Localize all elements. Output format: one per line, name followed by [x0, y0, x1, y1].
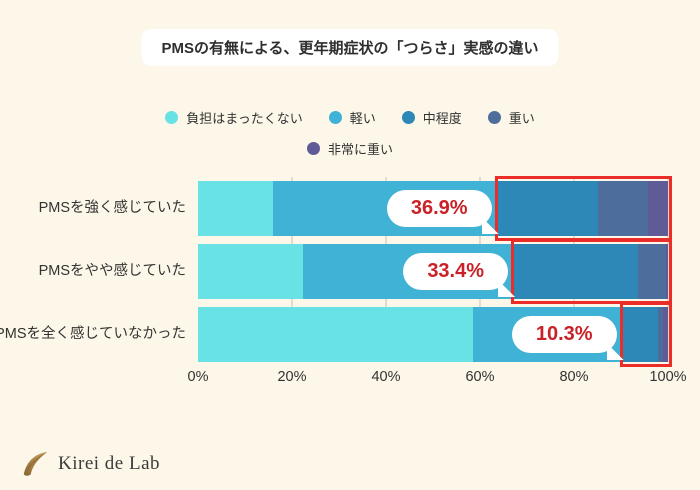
- legend-swatch: [306, 142, 320, 155]
- callout-value: 33.4%: [427, 260, 485, 282]
- legend-item: 負担はまったくない: [165, 108, 303, 127]
- category-label: PMSを全く感じていなかった: [0, 326, 186, 342]
- legend-row-0: 負担はまったくない 軽い 中程度 重い: [165, 108, 535, 127]
- bar-segment: [657, 307, 663, 362]
- x-tick-label: 80%: [559, 369, 589, 385]
- highlight-box: [494, 176, 672, 241]
- callout-bubble: 36.9%: [386, 190, 492, 227]
- callout-value: 10.3%: [535, 323, 593, 345]
- gridline: [667, 177, 669, 362]
- x-tick-label: 60%: [465, 369, 495, 385]
- highlight-box: [511, 239, 672, 304]
- bar-segment: [597, 181, 648, 236]
- bar-segment: [662, 307, 668, 362]
- highlight-box: [619, 302, 672, 367]
- callout-bubble: 33.4%: [403, 253, 509, 290]
- legend-item: 非常に重い: [306, 139, 393, 158]
- stacked-bar: [198, 181, 668, 236]
- category-labels: PMSを強く感じていた PMSをやや感じていた PMSを全く感じていなかった: [0, 181, 192, 362]
- bar-segment: [647, 181, 668, 236]
- bar-segment: [198, 244, 303, 299]
- legend: 負担はまったくない 軽い 中程度 重い 非常に重い: [0, 108, 700, 158]
- x-tick-label: 100%: [649, 369, 687, 385]
- legend-swatch: [165, 111, 179, 124]
- legend-swatch: [401, 111, 415, 124]
- legend-item: 中程度: [401, 108, 462, 127]
- callout-value: 36.9%: [410, 197, 468, 219]
- x-tick-label: 40%: [371, 369, 401, 385]
- x-tick-label: 20%: [277, 369, 307, 385]
- bar-segment: [198, 181, 273, 236]
- legend-row-1: 非常に重い: [306, 139, 393, 158]
- legend-swatch: [487, 111, 501, 124]
- stacked-bar: [198, 244, 668, 299]
- callout-bubble: 10.3%: [511, 316, 617, 353]
- legend-label: 負担はまったくない: [186, 111, 303, 126]
- legend-label: 中程度: [422, 111, 462, 126]
- leaf-icon: [20, 449, 50, 479]
- legend-item: 軽い: [328, 108, 376, 127]
- bar-segment: [619, 307, 658, 362]
- category-label: PMSを強く感じていた: [38, 200, 186, 216]
- legend-swatch: [328, 111, 342, 124]
- x-tick-label: 0%: [187, 369, 209, 385]
- chart-title: PMSの有無による、更年期症状の「つらさ」実感の違い: [141, 29, 559, 66]
- legend-label: 重い: [508, 111, 535, 126]
- bar-segment: [665, 244, 668, 299]
- category-label: PMSをやや感じていた: [38, 263, 186, 279]
- plot-area: 36.9% 33.4% 10.3%: [198, 176, 672, 367]
- bar-segment: [494, 181, 598, 236]
- brand-logo: Kirei de Lab: [20, 449, 160, 479]
- legend-label: 軽い: [349, 111, 376, 126]
- x-axis: 0% 20% 40% 60% 80% 100%: [188, 369, 687, 389]
- legend-item: 重い: [487, 108, 535, 127]
- legend-label: 非常に重い: [327, 142, 393, 157]
- bar-segment: [637, 244, 666, 299]
- bar-segment: [511, 244, 638, 299]
- bar-segment: [198, 307, 473, 362]
- brand-name: Kirei de Lab: [58, 453, 161, 474]
